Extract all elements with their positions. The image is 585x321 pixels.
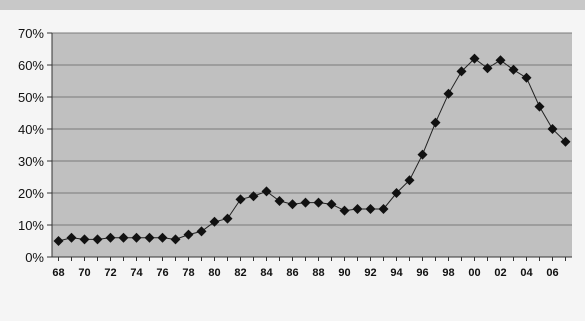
- data-point-marker: [469, 53, 480, 64]
- data-point-marker: [222, 213, 233, 224]
- x-tick-label: 74: [130, 267, 143, 279]
- x-tick-label: 02: [494, 267, 506, 279]
- series-line: [58, 57, 566, 242]
- gridlines: [51, 32, 572, 258]
- data-point-marker: [560, 136, 571, 147]
- data-point-marker: [482, 63, 493, 74]
- data-point-marker: [417, 149, 428, 160]
- data-point-marker: [79, 234, 90, 245]
- data-point-marker: [430, 117, 441, 128]
- x-tick-label: 96: [416, 267, 428, 279]
- data-point-marker: [209, 216, 220, 227]
- data-point-marker: [248, 191, 259, 202]
- x-tick-label: 94: [390, 267, 403, 279]
- y-tick-label: 0%: [25, 250, 44, 265]
- y-tick-label: 60%: [18, 58, 44, 73]
- data-point-marker: [196, 226, 207, 237]
- x-tick-label: 70: [78, 267, 90, 279]
- data-point-marker: [443, 88, 454, 99]
- data-point-marker: [261, 186, 272, 197]
- x-tick-label: 78: [182, 267, 194, 279]
- data-point-marker: [144, 232, 155, 243]
- x-tick-label: 72: [104, 267, 116, 279]
- x-axis-ticks: 68 70 72 74 76 78 80 82 84 86 88 90 92 94 96 98 00 02 04 06: [52, 257, 566, 279]
- x-tick-label: 82: [234, 267, 246, 279]
- data-point-marker: [326, 199, 337, 210]
- data-point-marker: [53, 236, 64, 246]
- data-point-marker: [495, 55, 506, 66]
- data-point-marker: [547, 124, 558, 134]
- x-tick-label: 92: [364, 267, 376, 279]
- data-point-marker: [131, 232, 142, 243]
- x-tick-label: 06: [546, 267, 558, 279]
- data-point-marker: [157, 232, 168, 243]
- x-tick-label: 98: [442, 267, 454, 279]
- data-point-marker: [378, 204, 389, 214]
- data-point-marker: [170, 234, 181, 245]
- data-point-marker: [508, 64, 519, 75]
- data-point-marker: [313, 197, 324, 208]
- data-point-marker: [105, 232, 116, 243]
- data-point-marker: [183, 229, 194, 240]
- series-markers: [53, 53, 571, 246]
- y-tick-label: 50%: [18, 90, 44, 105]
- x-tick-label: 04: [520, 267, 533, 279]
- x-tick-label: 88: [312, 267, 324, 279]
- data-point-marker: [118, 232, 129, 243]
- data-point-marker: [391, 188, 402, 198]
- data-point-marker: [66, 232, 77, 243]
- x-tick-label: 80: [208, 267, 220, 279]
- y-tick-label: 30%: [18, 154, 44, 169]
- data-point-marker: [365, 204, 376, 214]
- plot-area: [52, 33, 572, 257]
- data-point-marker: [235, 194, 246, 205]
- data-point-marker: [274, 196, 285, 206]
- y-tick-label: 70%: [18, 26, 44, 41]
- x-tick-label: 68: [52, 267, 64, 279]
- x-tick-label: 90: [338, 267, 350, 279]
- data-point-marker: [534, 101, 545, 112]
- data-point-marker: [404, 175, 415, 186]
- x-tick-label: 86: [286, 267, 298, 279]
- x-tick-label: 00: [468, 267, 480, 279]
- y-tick-label: 10%: [18, 218, 44, 233]
- data-point-marker: [521, 72, 532, 83]
- x-tick-label: 76: [156, 267, 168, 279]
- x-tick-label: 84: [260, 267, 273, 279]
- data-point-marker: [456, 66, 467, 77]
- y-tick-label: 40%: [18, 122, 44, 137]
- data-point-marker: [92, 234, 103, 245]
- data-point-marker: [287, 199, 298, 210]
- y-axis-ticks: 0% 10% 20% 30% 40% 50% 60% 70%: [18, 26, 52, 265]
- data-point-marker: [300, 197, 311, 208]
- data-point-marker: [339, 205, 350, 216]
- y-tick-label: 20%: [18, 186, 44, 201]
- top-band: [0, 0, 585, 10]
- data-point-marker: [352, 204, 363, 214]
